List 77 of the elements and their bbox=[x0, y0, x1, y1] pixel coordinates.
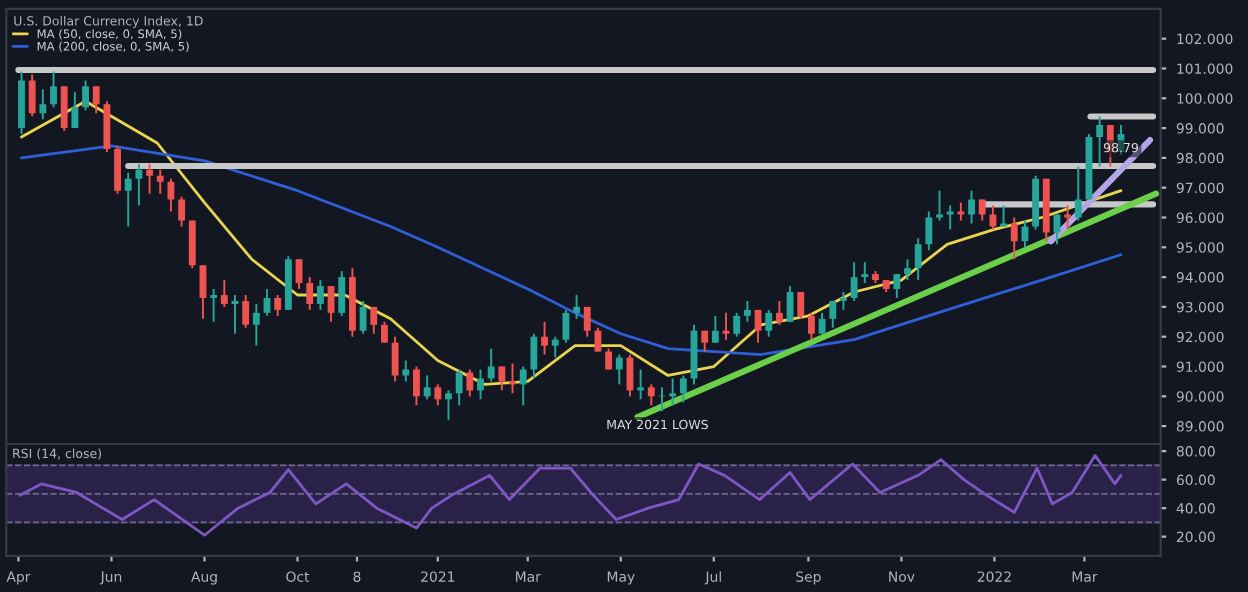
candlestick bbox=[423, 374, 431, 401]
candlestick bbox=[818, 311, 826, 335]
candlestick bbox=[775, 299, 783, 326]
candlestick bbox=[274, 294, 282, 317]
candlestick bbox=[797, 291, 805, 320]
candlestick bbox=[146, 162, 154, 195]
candlestick bbox=[210, 288, 218, 323]
candlestick bbox=[669, 377, 677, 407]
candlestick bbox=[722, 311, 730, 341]
candlestick bbox=[220, 279, 228, 308]
candlestick bbox=[50, 70, 57, 109]
candlestick bbox=[968, 189, 975, 225]
candlestick bbox=[124, 171, 132, 228]
candlestick bbox=[1032, 174, 1040, 231]
candlestick bbox=[530, 332, 538, 380]
candlestick bbox=[914, 237, 922, 282]
candlestick bbox=[413, 365, 420, 407]
candlestick bbox=[242, 294, 250, 329]
candlestick bbox=[231, 294, 239, 335]
candlestick bbox=[156, 168, 164, 195]
candlestick bbox=[893, 273, 901, 299]
candlestick bbox=[18, 70, 25, 136]
candlestick bbox=[1021, 219, 1029, 249]
candlestick bbox=[178, 195, 186, 228]
candlestick bbox=[904, 258, 911, 282]
candlestick bbox=[1010, 216, 1018, 261]
candlestick bbox=[946, 204, 954, 231]
candlestick bbox=[316, 279, 324, 311]
candlestick bbox=[306, 276, 314, 311]
candlestick bbox=[829, 299, 837, 329]
candlestick bbox=[989, 204, 997, 231]
candlestick bbox=[252, 302, 260, 347]
candlestick bbox=[594, 326, 602, 353]
candlestick bbox=[370, 305, 378, 335]
candlestick bbox=[743, 299, 751, 323]
candlestick bbox=[466, 368, 474, 398]
candlestick bbox=[434, 383, 442, 407]
candlestick bbox=[861, 261, 869, 285]
candlestick bbox=[562, 308, 570, 344]
candlestick bbox=[925, 210, 933, 252]
candlestick bbox=[39, 88, 47, 121]
candlestick bbox=[679, 374, 687, 404]
candlestick bbox=[28, 73, 36, 118]
candlestick bbox=[92, 85, 100, 115]
candlestick bbox=[114, 145, 121, 195]
candlestick bbox=[637, 368, 645, 401]
candlestick bbox=[647, 383, 655, 407]
candlestick bbox=[381, 320, 388, 344]
candlestick bbox=[1074, 165, 1082, 222]
candlestick bbox=[807, 311, 815, 341]
candlestick bbox=[765, 308, 773, 338]
candlestick bbox=[455, 368, 463, 407]
candlestick bbox=[519, 365, 527, 407]
candlestick bbox=[338, 270, 346, 317]
candlestick bbox=[509, 362, 516, 395]
candlestick bbox=[1096, 115, 1104, 168]
candlestick bbox=[188, 219, 196, 270]
candlestick bbox=[733, 311, 741, 338]
candlestick bbox=[402, 359, 410, 383]
candlestick bbox=[135, 162, 143, 207]
candlestick bbox=[445, 389, 452, 422]
candlestick bbox=[711, 314, 719, 344]
candlestick bbox=[615, 353, 623, 386]
candlestick bbox=[359, 299, 367, 335]
candlestick bbox=[541, 320, 548, 356]
candlestick bbox=[477, 368, 484, 401]
candlestick bbox=[103, 100, 111, 153]
candlestick bbox=[786, 285, 794, 323]
candlestick bbox=[391, 335, 399, 383]
candlestick bbox=[82, 79, 89, 112]
candlestick bbox=[60, 85, 68, 133]
candlestick bbox=[551, 335, 559, 359]
candlestick bbox=[487, 347, 495, 383]
candlestick bbox=[583, 305, 591, 338]
candlestick bbox=[573, 294, 581, 320]
candlestick bbox=[71, 91, 79, 130]
candlestick bbox=[850, 261, 858, 302]
